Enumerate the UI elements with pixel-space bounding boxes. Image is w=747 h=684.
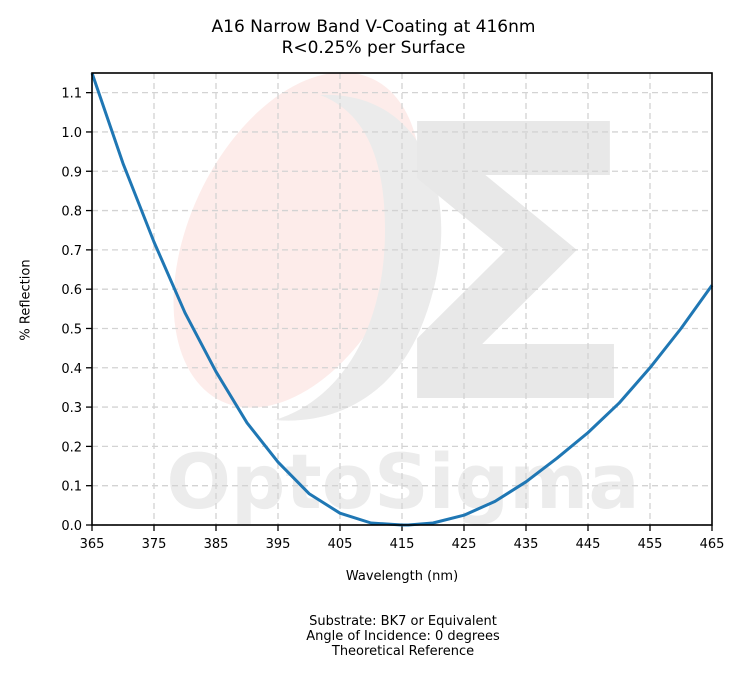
x-tick-label: 445 bbox=[576, 537, 601, 552]
y-tick-label: 0.7 bbox=[61, 244, 82, 259]
x-tick-label: 455 bbox=[638, 537, 663, 552]
x-tick-label: 375 bbox=[142, 537, 167, 552]
x-tick-label: 405 bbox=[328, 537, 353, 552]
y-tick-label: 1.1 bbox=[61, 87, 82, 102]
watermark-ellipse bbox=[173, 72, 421, 408]
y-tick-label: 0.4 bbox=[61, 362, 82, 377]
x-axis-label: Wavelength (nm) bbox=[345, 569, 459, 584]
x-tick-label: 435 bbox=[514, 537, 539, 552]
chart-title: A16 Narrow Band V-Coating at 416nm R<0.2… bbox=[0, 17, 747, 59]
chart-title-line1: A16 Narrow Band V-Coating at 416nm bbox=[211, 17, 536, 37]
footnote-substrate: Substrate: BK7 or Equivalent bbox=[309, 614, 497, 629]
chart-title-line2: R<0.25% per Surface bbox=[281, 38, 466, 58]
grid bbox=[91, 73, 713, 526]
y-tick-label: 0.5 bbox=[61, 322, 82, 337]
x-tick-label: 415 bbox=[390, 537, 415, 552]
footnote-reference: Theoretical Reference bbox=[331, 644, 475, 659]
y-tick-label: 0.2 bbox=[61, 440, 82, 455]
watermark-text: OptoSigma bbox=[166, 437, 639, 526]
watermark-sigma: Σ bbox=[382, 45, 642, 488]
x-tick-label: 365 bbox=[80, 537, 105, 552]
x-tick-label: 465 bbox=[700, 537, 725, 552]
x-tick-label: 395 bbox=[266, 537, 291, 552]
optosigma-watermark: Σ OptoSigma bbox=[166, 45, 642, 526]
watermark-swoosh bbox=[275, 94, 442, 421]
footnotes: Substrate: BK7 or Equivalent Angle of In… bbox=[0, 614, 747, 659]
y-tick-label: 0.3 bbox=[61, 401, 82, 416]
y-tick-label: 0.8 bbox=[61, 205, 82, 220]
y-tick-label: 0.1 bbox=[61, 480, 82, 495]
y-tick-label: 0.6 bbox=[61, 283, 82, 298]
x-tick-label: 425 bbox=[452, 537, 477, 552]
axis-ticks: 365 375 385 395 405 415 425 435 445 455 465 0.0 0.1 0… bbox=[61, 87, 724, 552]
x-tick-label: 385 bbox=[204, 537, 229, 552]
y-tick-label: 1.0 bbox=[61, 126, 82, 141]
plot-frame bbox=[91, 72, 713, 526]
y-tick-label: 0.0 bbox=[61, 519, 82, 534]
y-axis-label: % Reflection bbox=[18, 259, 34, 341]
footnote-angle: Angle of Incidence: 0 degrees bbox=[306, 629, 500, 644]
y-tick-label: 0.9 bbox=[61, 165, 82, 180]
